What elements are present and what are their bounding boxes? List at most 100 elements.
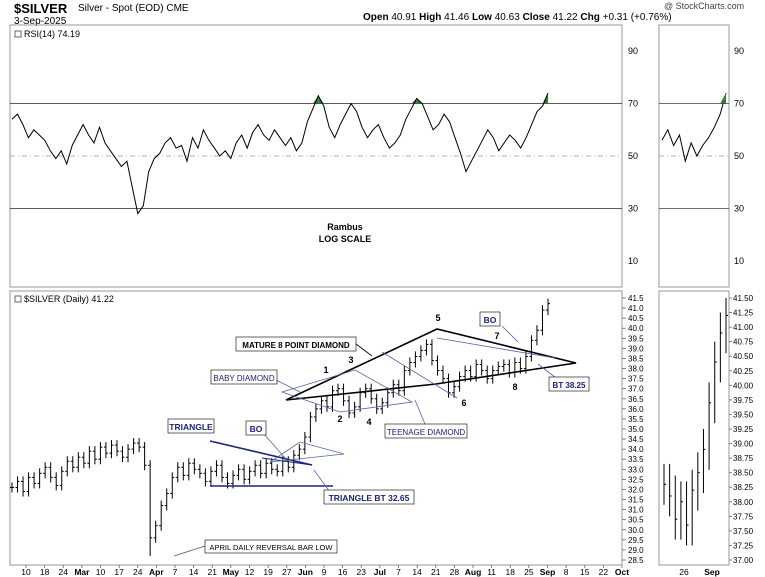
weekly-price-tick-label: 41.25 <box>733 309 754 318</box>
weekly-price-tick-label: 38.50 <box>733 469 754 478</box>
x-axis-label: 15 <box>580 567 590 577</box>
weekly-rsi-scale-label: 90 <box>734 46 744 56</box>
weekly-price-bar <box>686 481 689 546</box>
weekly-price-tick-label: 40.50 <box>733 352 754 361</box>
price-bar <box>48 462 53 483</box>
x-axis-label: 12 <box>245 567 255 577</box>
weekly-price-bar <box>725 298 728 354</box>
price-bar <box>429 339 434 366</box>
point-7: 7 <box>494 331 499 341</box>
triangle-bt-pointer <box>313 469 331 493</box>
price-tick-label: 34.5 <box>628 435 644 444</box>
x-axis-label: 14 <box>412 567 422 577</box>
price-bar <box>258 460 263 479</box>
price-bar <box>164 488 169 511</box>
close-label: Close <box>522 12 550 23</box>
price-bar <box>236 464 241 481</box>
rsi-scale-label: 10 <box>628 256 638 266</box>
price-bar <box>324 395 329 412</box>
price-tick-label: 37.5 <box>628 375 644 384</box>
weekly-price-tick-label: 39.25 <box>733 425 754 434</box>
x-axis-label: 18 <box>40 567 50 577</box>
triangle-upper-line <box>209 440 313 466</box>
weekly-price-tick-label: 37.00 <box>733 556 754 565</box>
x-axis-label: 28 <box>450 567 460 577</box>
april-low-pointer <box>173 545 206 557</box>
bo-right-box <box>479 311 501 327</box>
price-bar <box>159 500 164 531</box>
weekly-price-bar <box>669 463 672 517</box>
x-axis-label: 7 <box>173 567 178 577</box>
bo-left-pointer <box>263 433 286 459</box>
weekly-x-axis-label: Sep <box>704 567 720 577</box>
price-bar <box>435 355 440 376</box>
price-bar <box>485 365 490 384</box>
april-low-label: APRIL DAILY REVERSAL BAR LOW <box>210 543 334 552</box>
weekly-x-axis-label: 26 <box>679 567 689 577</box>
mature-diamond-outline <box>285 328 577 401</box>
weekly-price-tick-label: 40.25 <box>733 367 754 376</box>
mature-diamond-pointer <box>355 343 373 357</box>
bt-right-pointer <box>537 363 557 379</box>
point-1: 1 <box>323 365 328 375</box>
log-scale-annotation: LOG SCALE <box>319 234 372 244</box>
chart-symbol: $SILVER <box>14 1 68 16</box>
price-tick-label: 31.5 <box>628 496 644 505</box>
high-value: 41.46 <box>444 12 470 23</box>
baby-diamond-box <box>210 369 278 385</box>
x-axis-label: 22 <box>599 567 609 577</box>
x-axis-label: 25 <box>524 567 534 577</box>
price-bar <box>26 472 31 497</box>
price-bar <box>490 365 495 384</box>
price-panel-frame <box>9 290 623 566</box>
price-bar <box>114 440 119 457</box>
weekly-price-tick-label: 39.00 <box>733 440 754 449</box>
point-3: 3 <box>348 355 353 365</box>
price-tick-label: 41.5 <box>628 294 644 303</box>
price-bar <box>131 438 136 455</box>
price-bar <box>81 452 86 469</box>
x-axis-label: 27 <box>282 567 292 577</box>
price-bar <box>43 462 48 479</box>
teenage-diamond-label: TEENAGE DIAMOND <box>387 428 465 437</box>
copyright[interactable]: @ StockCharts.com <box>664 1 745 11</box>
weekly-price-tick-label: 37.75 <box>733 512 754 521</box>
x-axis-label: 24 <box>59 567 69 577</box>
price-bar <box>10 482 14 493</box>
x-axis-label: Aug <box>465 567 482 577</box>
x-axis-label: 21 <box>208 567 218 577</box>
weekly-rsi-scale-label: 30 <box>734 203 744 213</box>
mature-diamond-box <box>235 336 357 352</box>
price-bar <box>512 357 517 378</box>
weekly-price-bar <box>714 341 717 424</box>
rsi-line <box>11 92 549 215</box>
bt-right-label: BT 38.25 <box>553 381 586 390</box>
x-axis-label: 14 <box>189 567 199 577</box>
price-tick-label: 33.5 <box>628 455 644 464</box>
price-tick-label: 41.0 <box>628 304 644 313</box>
price-tick-label: 40.0 <box>628 324 644 333</box>
teenage-diamond-line <box>381 351 458 399</box>
price-bar <box>297 444 302 461</box>
price-panel-label: $SILVER (Daily) 41.22 <box>24 294 114 304</box>
price-tick-label: 28.5 <box>628 556 644 565</box>
weekly-rsi-line <box>661 92 727 164</box>
price-bar <box>501 359 506 372</box>
point-8: 8 <box>512 382 517 392</box>
x-axis-label: Jun <box>298 567 313 577</box>
price-bar <box>59 466 64 491</box>
rsi-indicator-label: RSI(14) 74.19 <box>24 29 80 39</box>
price-bar <box>275 464 280 477</box>
price-bar <box>385 387 390 408</box>
weekly-price-bar <box>697 452 700 511</box>
x-axis-label: 7 <box>396 567 401 577</box>
price-bar <box>170 472 175 499</box>
price-bar <box>534 325 539 346</box>
price-bar <box>546 298 550 316</box>
price-bar <box>153 520 158 543</box>
price-bar <box>341 383 346 406</box>
price-bar <box>247 466 252 485</box>
baby-diamond-label: BABY DIAMOND <box>213 374 274 383</box>
chg-value: +0.31 (+0.76%) <box>602 12 672 23</box>
